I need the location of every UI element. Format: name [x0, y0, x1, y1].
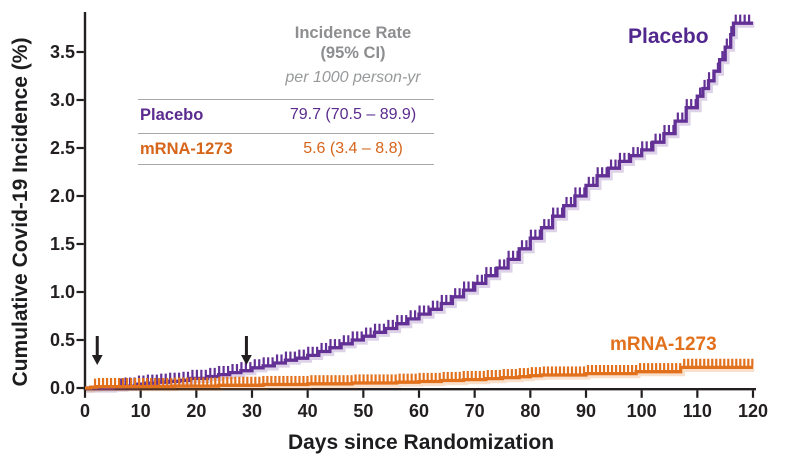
placebo-curve-label: Placebo: [628, 25, 709, 48]
x-tick-label: 10: [130, 401, 151, 421]
y-tick-label: 2.5: [49, 138, 75, 158]
x-tick-label: 30: [241, 401, 263, 421]
axes: [76, 12, 756, 398]
y-tick-label: 3.5: [49, 42, 75, 62]
curve-path: [85, 365, 753, 390]
x-tick-label: 70: [464, 401, 485, 421]
table-row-mrna-value: 5.6 (3.4 – 8.8): [303, 140, 403, 157]
y-tick-label: 3.0: [49, 90, 75, 110]
y-tick-label: 1.0: [49, 282, 75, 302]
curve-path: [85, 21, 753, 390]
x-tick-label: 20: [186, 401, 207, 421]
y-tick-label: 0.0: [49, 378, 75, 398]
mrna-curve: [85, 358, 755, 393]
table-units: per 1000 person-yr: [285, 69, 421, 86]
incidence-rate-table: Incidence Rate (95% CI) per 1000 person-…: [138, 18, 434, 168]
x-tick-label: 120: [737, 401, 769, 421]
x-tick-label: 50: [353, 401, 374, 421]
table-row-placebo-value: 79.7 (70.5 – 89.9): [289, 106, 417, 123]
table-header-line1: Incidence Rate: [294, 24, 412, 42]
table-header-line2: (95% CI): [320, 44, 386, 62]
table-row-mrna-name: mRNA-1273: [140, 140, 233, 158]
x-tick-label: 40: [297, 401, 318, 421]
censor-ticks: [120, 14, 751, 386]
y-tick-label: 2.0: [49, 186, 75, 206]
placebo-curve: [85, 14, 755, 393]
censor-ticks: [93, 358, 754, 387]
mrna-curve-label: mRNA-1273: [610, 334, 717, 355]
x-tick-label: 80: [520, 401, 541, 421]
x-tick-label: 90: [575, 401, 597, 421]
x-tick-label: 100: [626, 401, 657, 421]
y-tick-label: 0.5: [49, 330, 75, 350]
x-axis-title: Days since Randomization: [287, 431, 555, 454]
table-rule: [138, 164, 434, 165]
table-rule: [138, 99, 434, 100]
y-tick-label: 1.5: [49, 234, 75, 254]
table-rule: [138, 133, 434, 134]
x-tick-label: 110: [682, 401, 712, 421]
x-tick-label: 60: [408, 401, 430, 421]
dose-arrow: [91, 336, 103, 365]
x-tick-label: 0: [79, 401, 90, 421]
table-row-placebo-name: Placebo: [140, 106, 204, 124]
dose-arrow: [241, 336, 252, 365]
